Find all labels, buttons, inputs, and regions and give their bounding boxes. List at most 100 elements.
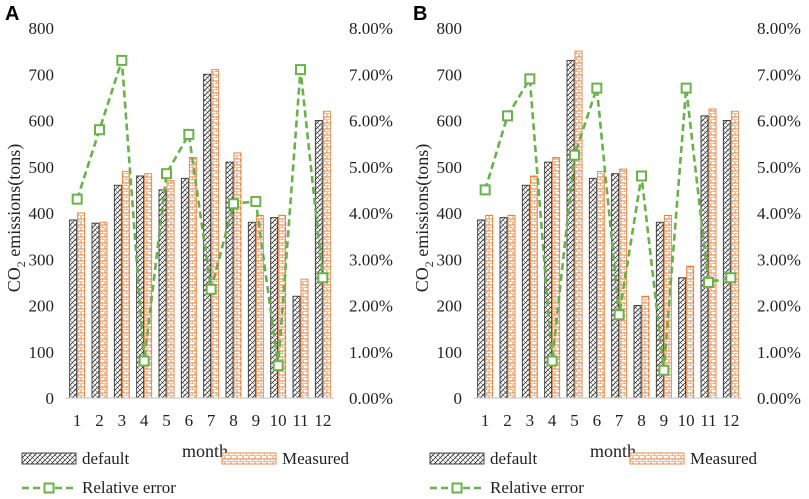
y2-tick-label: 7.00%: [349, 65, 393, 84]
y-tick-label: 700: [437, 65, 463, 84]
x-tick-label: 7: [207, 411, 216, 430]
legend-swatch-measured: [629, 452, 685, 465]
bar-default: [113, 184, 122, 399]
x-axis-title: month: [590, 441, 636, 461]
y2-tick-label: 5.00%: [349, 158, 393, 177]
y2-tick-label: 8.00%: [757, 19, 801, 38]
y-tick-label: 100: [437, 343, 463, 362]
relative-error-point: [546, 355, 558, 367]
x-tick-label: 12: [722, 411, 739, 430]
y2-tick-label: 1.00%: [757, 343, 801, 362]
y-axis-title-main: CO: [4, 267, 24, 292]
relative-error-point: [703, 276, 714, 288]
relative-error-point: [250, 195, 262, 207]
x-tick-label: 3: [118, 411, 127, 430]
y-tick-label: 300: [29, 250, 55, 269]
bar-default: [566, 59, 575, 399]
y-tick-label: 600: [437, 112, 463, 131]
legend-label-measured: Measured: [282, 449, 350, 468]
relative-error-point: [569, 149, 580, 161]
bar-measured: [596, 170, 605, 399]
relative-error-point: [295, 64, 306, 76]
legend-label-relative-error: Relative error: [82, 478, 176, 494]
bar-measured: [99, 221, 108, 399]
y2-tick-label: 3.00%: [757, 250, 801, 269]
bar-default: [722, 120, 731, 399]
relative-error-point: [205, 283, 217, 295]
panel-b: B 0 100 200 300 400 500 600 700 800 0.00% 1.00% 2.00…: [412, 3, 801, 497]
y-tick-label: 800: [29, 19, 55, 38]
relative-error-point: [317, 272, 329, 284]
y2-tick-label: 2.00%: [757, 297, 801, 316]
relative-error-point: [272, 360, 284, 372]
relative-error-point: [658, 364, 670, 376]
bar-default: [292, 295, 301, 399]
x-tick-label: 6: [185, 411, 194, 430]
y2-tick-label: 4.00%: [757, 204, 801, 223]
relative-error-line: [483, 74, 732, 371]
relative-error-point: [613, 309, 625, 321]
y-axis-title-rest: emissions(tons): [412, 144, 433, 262]
y-tick-label: 400: [29, 204, 55, 223]
x-tick-label: 5: [570, 411, 579, 430]
bar-default: [91, 222, 100, 399]
x-tick-label: 8: [637, 411, 646, 430]
bar-measured: [507, 214, 516, 399]
legend-label-default: default: [82, 449, 129, 468]
x-tick-label: 10: [678, 411, 695, 430]
bar-measured: [166, 180, 175, 399]
legend-swatch-default: [21, 452, 77, 465]
y-tick-label: 100: [29, 343, 55, 362]
panel-label: B: [413, 3, 427, 25]
y2-tick-label: 3.00%: [349, 250, 393, 269]
bar-default: [588, 177, 597, 399]
bar-measured: [708, 108, 717, 399]
y-tick-label: 300: [437, 250, 463, 269]
bar-default: [225, 161, 234, 399]
relative-error-point: [94, 124, 105, 136]
x-tick-label: 2: [503, 411, 512, 430]
y-axis-title-rest: emissions(tons): [4, 144, 25, 262]
relative-error-line: [75, 59, 325, 366]
relative-error-point: [680, 82, 692, 94]
panel-label: A: [5, 3, 19, 25]
legend-label-relative-error: Relative error: [490, 478, 584, 494]
y-axis-title-sub: 2: [422, 261, 436, 267]
relative-error-point: [161, 168, 172, 180]
relative-error-point: [183, 128, 195, 140]
y2-tick-label: 8.00%: [349, 19, 393, 38]
x-tick-label: 6: [593, 411, 602, 430]
bar-default: [180, 177, 189, 399]
legend-label-default: default: [490, 449, 537, 468]
legend-swatch-measured: [221, 452, 277, 465]
bar-measured: [730, 110, 739, 399]
x-tick-label: 2: [95, 411, 104, 430]
bar-measured: [529, 175, 538, 399]
bar-measured: [641, 295, 650, 399]
legend-label-measured: Measured: [690, 449, 758, 468]
x-axis-title: month: [182, 441, 228, 461]
y-tick-label: 500: [437, 158, 463, 177]
y2-tick-label: 5.00%: [757, 158, 801, 177]
y-axis-title: CO2 emissions(tons): [412, 144, 436, 293]
bar-measured: [77, 212, 86, 399]
x-tick-label: 4: [140, 411, 149, 430]
y-tick-label: 200: [437, 297, 463, 316]
bar-measured: [233, 152, 242, 399]
relative-error-point: [636, 170, 647, 182]
x-tick-label: 10: [270, 411, 287, 430]
bar-measured: [121, 170, 130, 399]
x-tick-label: 9: [660, 411, 669, 430]
bar-measured: [300, 278, 309, 399]
x-tick-label: 11: [700, 411, 716, 430]
bar-measured: [188, 157, 197, 399]
y-tick-label: 500: [29, 158, 55, 177]
relative-error-point: [116, 54, 128, 66]
legend-marker-relative-error: [451, 482, 463, 494]
relative-error-point: [228, 198, 239, 210]
y-axis-title-main: CO: [412, 267, 432, 292]
bar-measured: [211, 69, 220, 399]
y2-tick-label: 6.00%: [757, 112, 801, 131]
y-tick-label: 200: [29, 297, 55, 316]
